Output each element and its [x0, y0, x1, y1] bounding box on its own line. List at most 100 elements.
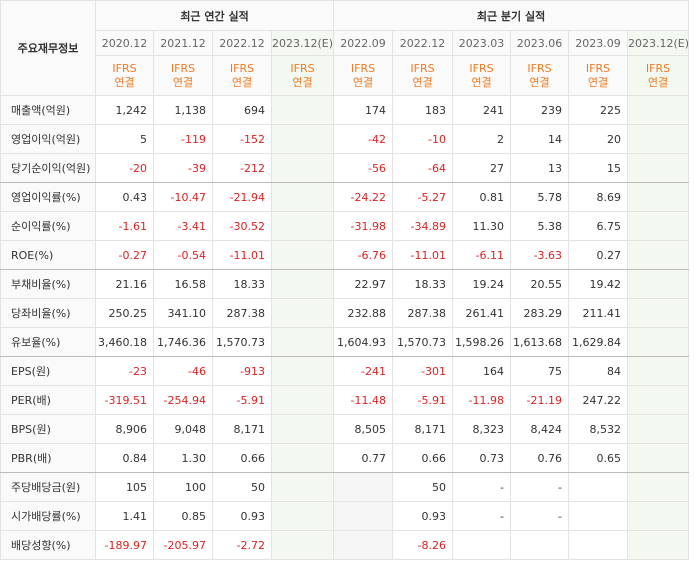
- table-cell: 8,171: [212, 414, 272, 444]
- basis: 연결: [471, 75, 492, 89]
- table-row: 부채비율(%) 21.16 16.58 18.33 22.97 18.33 19.24 20.…: [0, 269, 690, 299]
- standard-header: IFRS 연결: [568, 55, 629, 96]
- period-header: 2020.12: [95, 30, 154, 56]
- period-header: 2022.12: [392, 30, 454, 56]
- table-row: 시가배당률(%) 1.41 0.85 0.93 0.93- -: [0, 501, 690, 531]
- table-cell: [510, 530, 570, 560]
- table-cell: 20: [568, 124, 629, 154]
- table-cell: 287.38: [392, 298, 454, 328]
- table-cell: -30.52: [212, 211, 272, 241]
- table-cell: 341.10: [153, 298, 213, 328]
- basis: 연결: [647, 75, 669, 89]
- standard: IFRS: [290, 61, 315, 75]
- standard: IFRS: [170, 61, 196, 75]
- row-label: 부채비율(%): [0, 269, 96, 299]
- table-cell: -: [510, 472, 570, 502]
- period-header: 2021.12: [153, 30, 213, 56]
- table-cell: [270, 530, 335, 560]
- table-cell: -5.91: [392, 385, 454, 415]
- basis: 연결: [529, 75, 550, 89]
- standard: IFRS: [585, 61, 611, 75]
- table-cell: -0.27: [95, 240, 154, 270]
- table-cell: [627, 269, 690, 299]
- table-cell: 8,323: [452, 414, 512, 444]
- row-label: ROE(%): [0, 240, 96, 270]
- table-cell: 183: [392, 95, 454, 125]
- table-row: 당좌비율(%) 250.25 341.10 287.38 232.88 287.38 261…: [0, 298, 690, 328]
- table-cell: 0.93: [212, 501, 272, 531]
- table-cell: [270, 240, 335, 270]
- row-label: PBR(배): [0, 443, 96, 473]
- table-cell: [627, 327, 690, 357]
- table-cell: 241: [452, 95, 512, 125]
- table-cell: [333, 501, 394, 531]
- row-label: EPS(원): [0, 356, 96, 386]
- table-row: PBR(배) 0.84 1.30 0.66 0.77 0.66 0.73 0.76 0.65: [0, 443, 690, 473]
- table-cell: 0.43: [95, 182, 154, 212]
- period-header: 2022.09: [333, 30, 394, 56]
- table-cell: -254.94: [153, 385, 213, 415]
- annual-header: 최근 연간 실적: [94, 0, 335, 31]
- table-cell: 0.81: [452, 182, 512, 212]
- table-cell: -6.11: [452, 240, 512, 270]
- table-row: 유보율(%) 3,460.18 1,746.36 1,570.73 1,604.93 1,…: [0, 327, 690, 357]
- table-cell: 694: [212, 95, 272, 125]
- label-header: 주요재무정보: [0, 0, 96, 96]
- table-cell: 1.41: [95, 501, 154, 531]
- table-cell: -189.97: [95, 530, 154, 560]
- standard: IFRS: [229, 61, 255, 75]
- table-cell: -11.48: [333, 385, 394, 415]
- table-cell: -301: [392, 356, 454, 386]
- basis: 연결: [292, 75, 313, 89]
- period-header: 2023.12(E): [627, 30, 690, 56]
- table-cell: -11.01: [212, 240, 272, 270]
- period-header: 2023.03: [452, 30, 512, 56]
- table-cell: 283.29: [510, 298, 570, 328]
- table-cell: [568, 530, 629, 560]
- basis: 연결: [412, 75, 433, 89]
- table-cell: 50: [212, 472, 272, 502]
- table-cell: -5.27: [392, 182, 454, 212]
- table-cell: -31.98: [333, 211, 394, 241]
- table-cell: -1.61: [95, 211, 154, 241]
- basis: 연결: [352, 75, 374, 89]
- table-cell: -3.41: [153, 211, 213, 241]
- table-cell: 8,424: [510, 414, 570, 444]
- standard-header: IFRS 연결: [627, 55, 690, 96]
- table-cell: -5.91: [212, 385, 272, 415]
- table-cell: 250.25: [95, 298, 154, 328]
- row-label: 주당배당금(원): [0, 472, 96, 502]
- table-cell: 247.22: [568, 385, 629, 415]
- table-cell: 5: [95, 124, 154, 154]
- table-cell: 174: [333, 95, 394, 125]
- table-cell: 1,242: [95, 95, 154, 125]
- table-cell: [270, 269, 335, 299]
- row-label: 배당성향(%): [0, 530, 96, 560]
- standard-header: IFRS 연결: [392, 55, 454, 96]
- table-cell: 105: [95, 472, 154, 502]
- table-cell: [270, 95, 335, 125]
- table-cell: -10: [392, 124, 454, 154]
- quarterly-header: 최근 분기 실적: [333, 0, 690, 31]
- table-cell: 0.27: [568, 240, 629, 270]
- table-row: 매출액(억원) 1,242 1,138 694 174 183 241 239 225: [0, 95, 690, 125]
- table-cell: 1,138: [153, 95, 213, 125]
- table-cell: [270, 124, 335, 154]
- table-cell: [270, 211, 335, 241]
- table-cell: 18.33: [392, 269, 454, 299]
- standard-header: IFRS 연결: [212, 55, 272, 96]
- table-row: 당기순이익(억원) -20 -39 -212 -56 -64 27 13 15: [0, 153, 690, 183]
- table-cell: [333, 472, 394, 502]
- table-cell: [270, 414, 335, 444]
- table-cell: 27: [452, 153, 512, 183]
- period-header: 2022.12: [212, 30, 272, 56]
- row-label: 유보율(%): [0, 327, 96, 357]
- table-cell: [270, 356, 335, 386]
- standard: IFRS: [112, 61, 137, 75]
- table-cell: -21.19: [510, 385, 570, 415]
- table-row: BPS(원) 8,906 9,048 8,171 8,505 8,171 8,323 8,42…: [0, 414, 690, 444]
- row-label: 매출액(억원): [0, 95, 96, 125]
- table-row: ROE(%) -0.27 -0.54 -11.01 -6.76 -11.01 -6.11 -3…: [0, 240, 690, 270]
- table-cell: -319.51: [95, 385, 154, 415]
